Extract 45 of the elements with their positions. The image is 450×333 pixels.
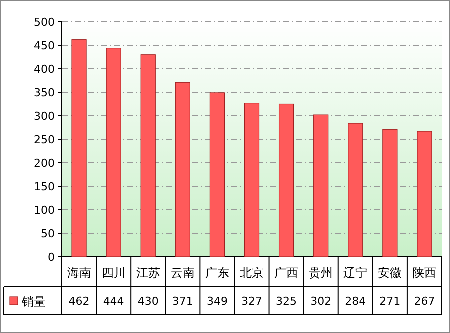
x-tick-label: 云南 [170,266,195,280]
bar [348,123,364,258]
data-label: 284 [345,295,366,308]
data-label: 267 [414,295,436,308]
data-label: 349 [206,295,228,308]
legend-label: 销量 [21,295,46,309]
y-tick-label: 300 [34,110,55,123]
bar [72,40,87,258]
data-label: 271 [380,295,401,308]
y-tick-label: 400 [34,63,55,76]
y-tick-label: 350 [34,86,55,100]
x-tick-label: 北京 [240,266,264,280]
y-tick-label: 0 [48,251,55,264]
x-tick-label: 陕西 [412,266,437,280]
y-tick-label: 450 [34,40,55,52]
bar [210,92,226,258]
y-tick-label: 250 [34,134,55,146]
data-label: 371 [172,295,194,308]
x-tick-label: 贵州 [309,266,334,280]
bar [314,114,329,258]
data-label: 302 [310,295,332,308]
data-label: 444 [103,295,124,308]
data-label: 325 [276,295,298,308]
x-tick-label: 广东 [205,266,230,280]
data-label: 462 [68,295,90,308]
bar [382,129,398,258]
y-tick-label: 500 [34,16,55,29]
bar [278,104,294,258]
data-label: 430 [138,295,159,308]
data-label: 327 [242,295,262,308]
bar [244,103,260,258]
bar [140,54,156,258]
x-tick-label: 海南 [67,266,92,280]
bar [106,48,122,258]
y-tick-label: 200 [34,157,55,170]
y-tick-label: 50 [41,228,55,240]
y-tick-label: 150 [34,180,55,194]
bar [417,131,432,258]
y-tick-label: 100 [34,204,55,217]
x-tick-label: 江苏 [136,266,160,280]
x-tick-label: 四川 [102,266,126,280]
x-tick-label: 辽宁 [344,266,368,280]
x-tick-label: 安徽 [378,266,402,280]
x-tick-label: 广西 [274,266,299,280]
bar [175,82,190,258]
